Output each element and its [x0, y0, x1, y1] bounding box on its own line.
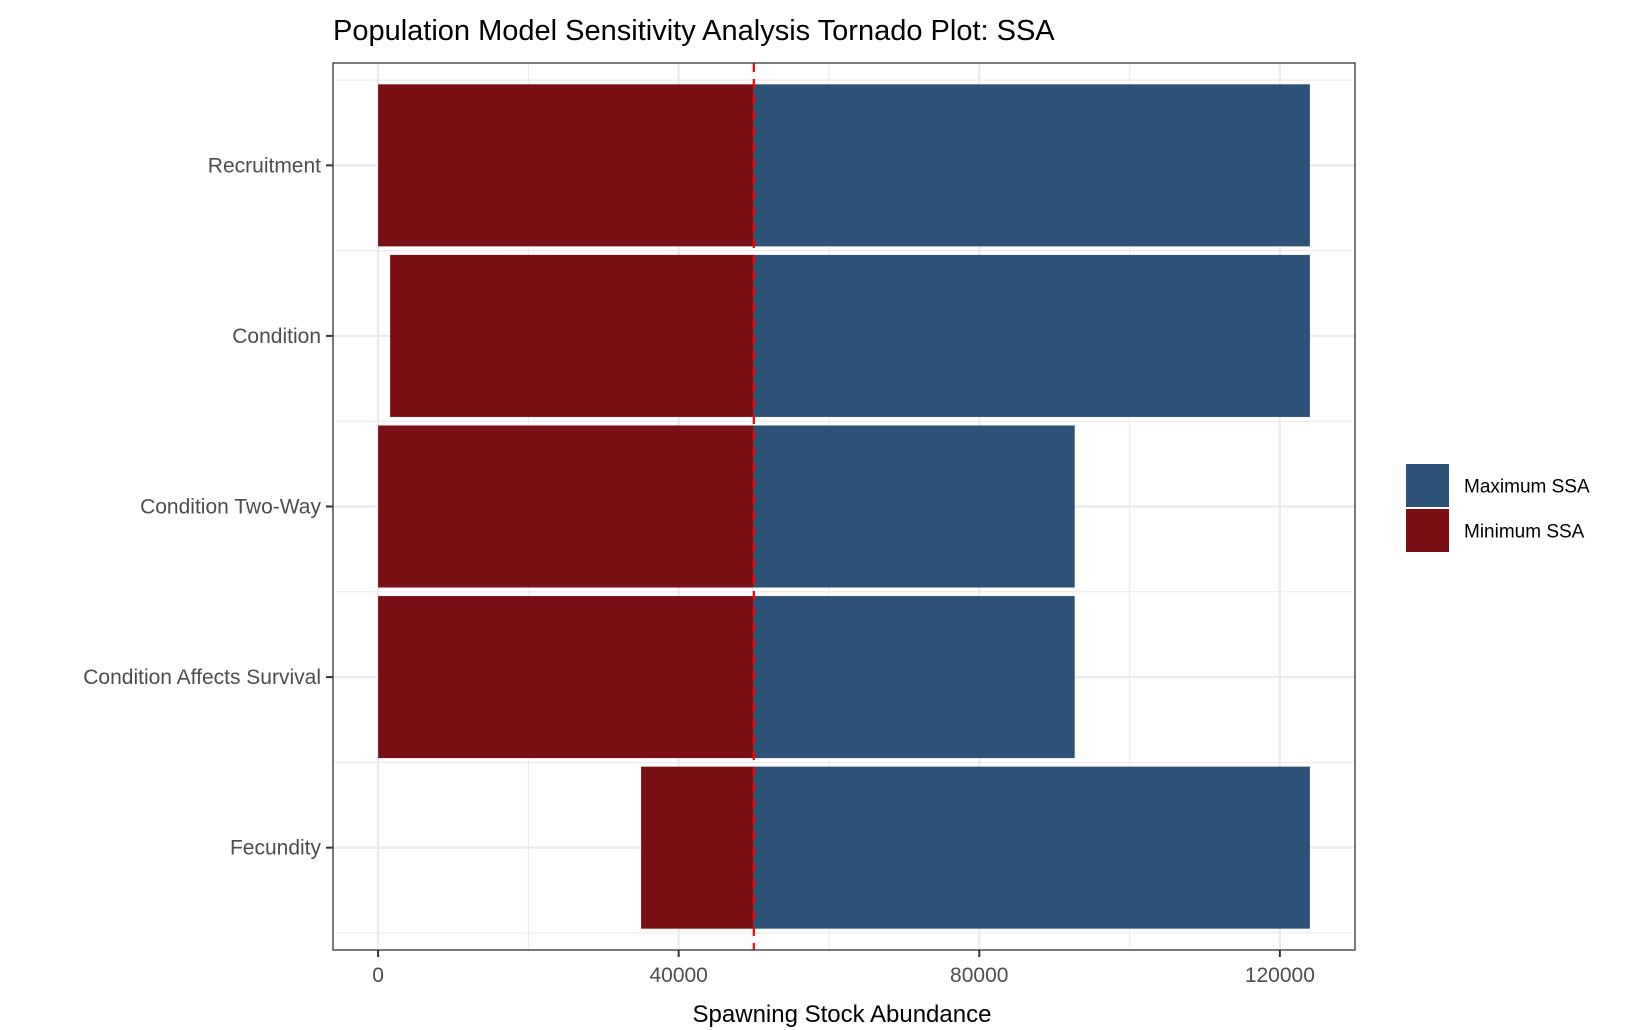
bar-minimum-ssa	[378, 84, 754, 247]
y-tick-label: Fecundity	[230, 837, 322, 860]
plot-area: Recruitment Condition Condition Two-Way Con…	[83, 62, 1356, 987]
bar-maximum-ssa	[753, 596, 1075, 759]
x-tick-label: 40000	[649, 964, 707, 987]
bar-minimum-ssa	[378, 425, 754, 588]
bar-maximum-ssa	[753, 425, 1075, 588]
bar-maximum-ssa	[753, 84, 1310, 247]
legend-label: Maximum SSA	[1464, 477, 1590, 498]
chart-title: Population Model Sensitivity Analysis To…	[333, 15, 1055, 47]
bar-maximum-ssa	[753, 254, 1310, 417]
y-tick-label: Recruitment	[208, 154, 321, 177]
x-tick-label: 80000	[950, 964, 1008, 987]
bar-minimum-ssa	[378, 596, 754, 759]
y-tick-label: Condition Affects Survival	[83, 666, 321, 689]
y-tick-label: Condition Two-Way	[140, 496, 321, 519]
y-tick-label: Condition	[232, 325, 321, 348]
legend-label: Minimum SSA	[1464, 522, 1585, 543]
legend-swatch	[1406, 509, 1449, 552]
legend-swatch	[1406, 464, 1449, 507]
x-tick-label: 120000	[1245, 964, 1315, 987]
bar-maximum-ssa	[753, 766, 1310, 929]
x-axis-title: Spawning Stock Abundance	[693, 1001, 992, 1028]
legend: Maximum SSA Minimum SSA	[1405, 463, 1590, 553]
x-tick-label: 0	[372, 964, 384, 987]
bar-minimum-ssa	[641, 766, 754, 929]
bar-minimum-ssa	[390, 254, 754, 417]
